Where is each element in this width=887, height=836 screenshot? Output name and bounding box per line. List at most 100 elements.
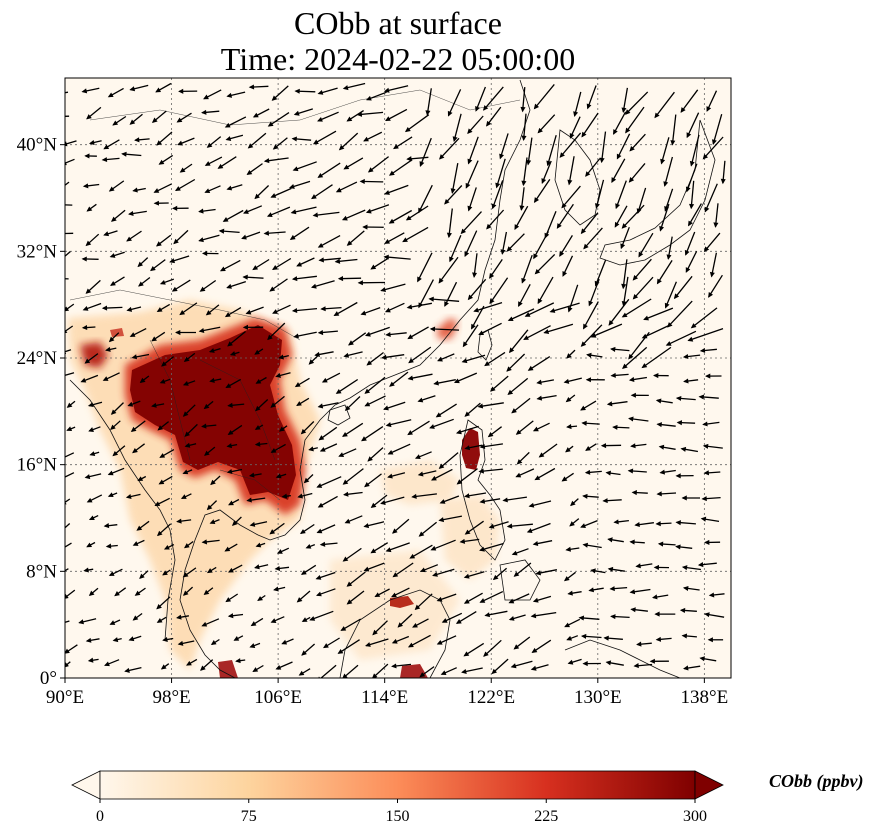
- wind-arrow-head: [160, 664, 167, 670]
- wind-arrow-head: [320, 306, 326, 312]
- wind-arrow-head: [278, 426, 285, 432]
- wind-arrow-head: [184, 431, 191, 437]
- wind-arrow-shaft: [408, 346, 432, 364]
- wind-arrow-head: [524, 312, 531, 317]
- wind-arrow-head: [436, 596, 443, 602]
- wind-arrow-shaft: [608, 298, 630, 326]
- wind-arrow-head: [109, 620, 116, 625]
- wind-arrow-head: [444, 301, 449, 307]
- wind-arrow-shaft: [389, 209, 413, 224]
- wind-arrow-head: [201, 621, 208, 627]
- wind-arrow-head: [651, 594, 658, 600]
- wind-arrow-head: [58, 548, 62, 551]
- wind-arrow-shaft: [621, 204, 645, 229]
- border-6: [419, 89, 521, 111]
- wind-arrow-head: [467, 158, 473, 165]
- wind-arrow-head: [654, 112, 660, 119]
- wind-arrow-shaft: [615, 180, 627, 209]
- wind-arrow-head: [65, 648, 70, 654]
- wind-arrow-head: [84, 153, 90, 159]
- wind-arrow-shaft: [594, 259, 607, 286]
- wind-arrow-head: [81, 256, 87, 262]
- wind-arrow-head: [233, 636, 240, 641]
- wind-arrow-head: [673, 293, 680, 300]
- wind-arrow-head: [566, 424, 572, 430]
- wind-arrow-head: [272, 309, 278, 314]
- wind-arrow-head: [665, 341, 672, 346]
- wind-arrow-head: [226, 92, 233, 98]
- wind-arrow-shaft: [65, 325, 74, 333]
- wind-arrow-head: [173, 238, 179, 245]
- wind-arrow-head: [179, 167, 186, 173]
- wind-arrow-shaft: [637, 187, 647, 214]
- wind-arrow-head: [609, 586, 615, 592]
- wind-arrow-head: [530, 613, 537, 619]
- wind-arrow-head: [655, 521, 661, 527]
- wind-arrow-head: [565, 447, 571, 453]
- wind-arrow-head: [176, 117, 183, 123]
- wind-arrow-head: [634, 522, 640, 528]
- wind-arrow-shaft: [611, 158, 626, 183]
- wind-arrow-head: [180, 494, 187, 499]
- wind-arrow-head: [438, 277, 444, 284]
- wind-arrow-shaft: [521, 254, 533, 283]
- wind-arrow-head: [532, 597, 539, 603]
- wind-arrow-head: [246, 169, 253, 175]
- wind-arrow-head: [219, 266, 226, 272]
- wind-arrow-head: [606, 401, 613, 407]
- wind-arrow-shaft: [671, 114, 677, 145]
- wind-arrow-head: [130, 426, 137, 432]
- lat-tick-label: 32°N: [17, 241, 58, 262]
- wind-arrow-head: [478, 468, 484, 474]
- wind-arrow-head: [689, 203, 695, 210]
- wind-arrow-head: [680, 107, 686, 113]
- wind-arrow-shaft: [65, 278, 69, 280]
- colorbar-tick-label: 0: [96, 808, 104, 825]
- wind-arrow-head: [491, 203, 497, 210]
- wind-arrow-head: [86, 497, 93, 503]
- wind-arrow-head: [437, 356, 443, 362]
- wind-arrow-head: [611, 177, 617, 183]
- wind-arrow-head: [297, 493, 303, 499]
- coast-thailand-gulf: [179, 509, 259, 678]
- lon-tick-label: 90°E: [46, 687, 84, 708]
- wind-arrow-head: [85, 240, 92, 247]
- wind-arrow-head: [583, 323, 588, 330]
- wind-arrow-head: [107, 470, 114, 476]
- wind-arrow-head: [89, 451, 96, 457]
- wind-arrow-head: [685, 267, 691, 273]
- wind-arrow-shaft: [468, 278, 487, 300]
- wind-arrow-head: [293, 110, 300, 116]
- wind-arrow-head: [429, 424, 435, 429]
- wind-arrow-head: [561, 476, 568, 482]
- wind-arrow-head: [702, 421, 708, 427]
- wind-arrow-head: [317, 90, 324, 95]
- wind-arrow-head: [367, 167, 374, 173]
- wind-arrow-head: [681, 565, 688, 571]
- wind-arrow-head: [254, 193, 260, 200]
- wind-arrow-head: [206, 504, 213, 511]
- wind-arrow-head: [225, 383, 232, 388]
- wind-arrow-head: [580, 633, 587, 639]
- wind-arrow-head: [204, 450, 210, 456]
- wind-arrow-head: [659, 469, 666, 475]
- wind-arrow-head: [402, 237, 408, 243]
- wind-arrow-head: [385, 422, 392, 428]
- wind-arrow-shaft: [588, 278, 600, 306]
- wind-arrow-head: [384, 190, 390, 195]
- wind-arrow-head: [296, 261, 302, 267]
- wind-arrow-head: [317, 242, 324, 248]
- wind-arrow-shaft: [664, 156, 674, 186]
- wind-arrow-head: [419, 161, 425, 167]
- wind-arrow-head: [263, 230, 270, 236]
- wind-arrow-shaft: [407, 420, 430, 436]
- wind-arrow-head: [624, 109, 631, 115]
- wind-arrow-head: [521, 135, 527, 142]
- wind-arrow-head: [632, 274, 639, 281]
- wind-arrow-shaft: [291, 206, 317, 214]
- wind-arrow-head: [291, 276, 298, 282]
- wind-arrow-head: [585, 377, 592, 383]
- wind-arrow-head: [585, 445, 591, 451]
- colorbar-tick-label: 225: [534, 808, 558, 825]
